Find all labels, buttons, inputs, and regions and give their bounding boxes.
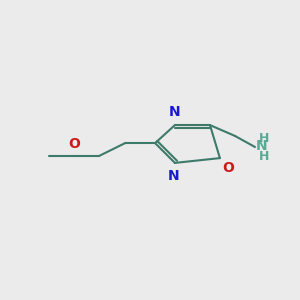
Text: O: O <box>68 136 80 151</box>
Text: H: H <box>259 131 269 145</box>
Text: N: N <box>169 104 181 118</box>
Text: N: N <box>256 139 268 152</box>
Text: O: O <box>222 160 234 175</box>
Text: H: H <box>259 150 269 164</box>
Text: N: N <box>168 169 179 184</box>
